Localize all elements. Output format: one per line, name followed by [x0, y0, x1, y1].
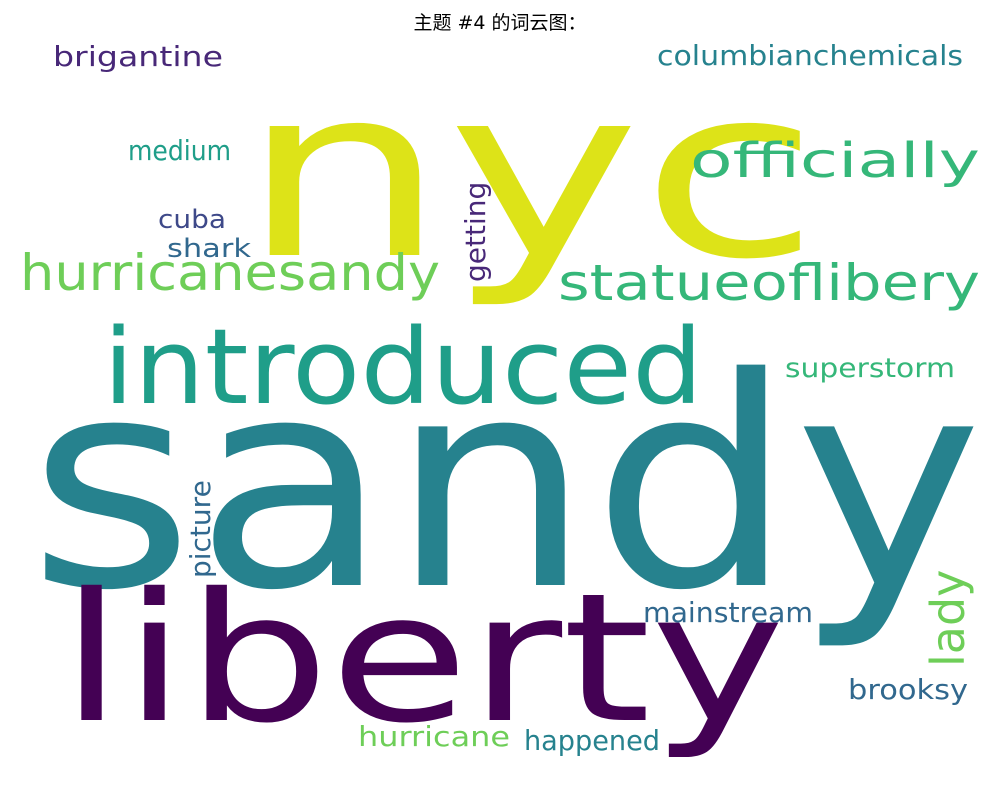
word-brigantine: brigantine	[53, 40, 223, 73]
word-lady: lady	[921, 570, 975, 667]
word-hurricanesandy: hurricanesandy	[20, 244, 440, 302]
word-medium: medium	[128, 134, 231, 167]
word-introduced: introduced	[103, 306, 703, 428]
word-nyc: nyc	[240, 36, 820, 311]
word-liberty: liberty	[60, 555, 785, 762]
word-officially: officially	[690, 133, 980, 189]
word-picture: picture	[184, 480, 217, 578]
word-columbianchemicals: columbianchemicals	[657, 39, 963, 72]
word-happened: happened	[524, 724, 660, 757]
word-mainstream: mainstream	[643, 596, 813, 629]
word-brooksy: brooksy	[848, 673, 968, 706]
word-shark: shark	[167, 234, 251, 264]
word-statueoflibery: statueoflibery	[558, 254, 980, 312]
word-getting: getting	[459, 182, 492, 282]
word-cuba: cuba	[158, 205, 226, 235]
word-hurricane: hurricane	[358, 720, 510, 753]
word-superstorm: superstorm	[785, 353, 955, 384]
word-sandy: sandy	[28, 317, 983, 654]
chart-title: 主题 #4 的词云图：	[413, 12, 587, 34]
